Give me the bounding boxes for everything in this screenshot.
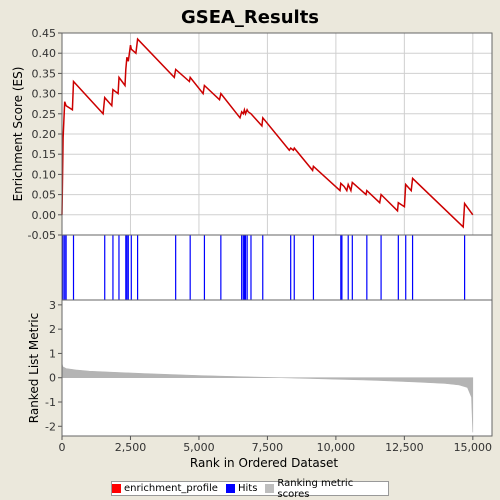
es-y-tick-label: 0.40 [32, 47, 57, 60]
legend-label: enrichment_profile [124, 483, 218, 494]
ranking-metric-area [61, 363, 474, 433]
hits-plot-area [62, 235, 492, 300]
x-axis: 0 2,500 5,000 7,500 10,000 12,500 15,000 [59, 436, 493, 454]
es-y-tick-label: 0.00 [32, 209, 57, 222]
legend: enrichment_profile Hits Ranking metric s… [111, 478, 389, 500]
metric-plot-area [62, 300, 492, 436]
es-y-tick-label: 0.10 [32, 168, 57, 181]
x-tick-label: 12,500 [385, 441, 424, 454]
es-y-tick-label: 0.05 [32, 189, 57, 202]
legend-item-hits: Hits [225, 483, 258, 494]
x-tick-label: 10,000 [317, 441, 356, 454]
hits-swatch [225, 484, 235, 493]
metric-y-axis-label: Ranked List Metric [27, 313, 41, 423]
es-y-tick-label: 0.25 [32, 108, 57, 121]
metric-y-tick-label: -1 [45, 396, 56, 409]
metric-y-tick-label: 3 [49, 299, 56, 312]
es-y-tick-label: 0.45 [32, 27, 57, 40]
legend-item-enrichment-profile: enrichment_profile [112, 483, 218, 494]
x-axis-label: Rank in Ordered Dataset [190, 456, 338, 470]
enrichment-score-panel: -0.05 0.00 0.05 0.10 0.15 0.20 0.25 0.30 0.35 0.4… [28, 27, 493, 242]
x-tick-label: 5,000 [183, 441, 215, 454]
hits-panel [61, 234, 493, 301]
ranking-metric-swatch [265, 484, 275, 493]
chart-title: GSEA_Results [181, 7, 319, 28]
metric-y-tick-label: 1 [49, 347, 56, 360]
legend-item-ranking-metric: Ranking metric scores [265, 478, 388, 500]
ranked-metric-panel: -2 -1 0 1 2 3 [45, 299, 493, 437]
x-tick-label: 2,500 [115, 441, 147, 454]
metric-frame [61, 299, 493, 437]
legend-label: Ranking metric scores [277, 477, 354, 500]
enrichment-profile-line [61, 37, 474, 229]
metric-y-tick-label: 2 [49, 323, 56, 336]
x-tick-label: 0 [59, 441, 66, 454]
x-tick-label: 7,500 [252, 441, 284, 454]
legend-label: Hits [237, 483, 258, 494]
x-tick-label: 15,000 [454, 441, 493, 454]
es-y-tick-label: 0.15 [32, 148, 57, 161]
metric-y-tick-label: -2 [45, 420, 56, 433]
metric-y-tick-label: 0 [49, 372, 56, 385]
enrichment-profile-swatch [112, 484, 121, 493]
es-y-tick-label: -0.05 [28, 229, 56, 242]
es-y-axis-label: Enrichment Score (ES) [11, 67, 25, 202]
es-y-tick-label: 0.35 [32, 67, 57, 80]
es-y-tick-label: 0.30 [32, 88, 57, 101]
es-y-tick-label: 0.20 [32, 128, 57, 141]
